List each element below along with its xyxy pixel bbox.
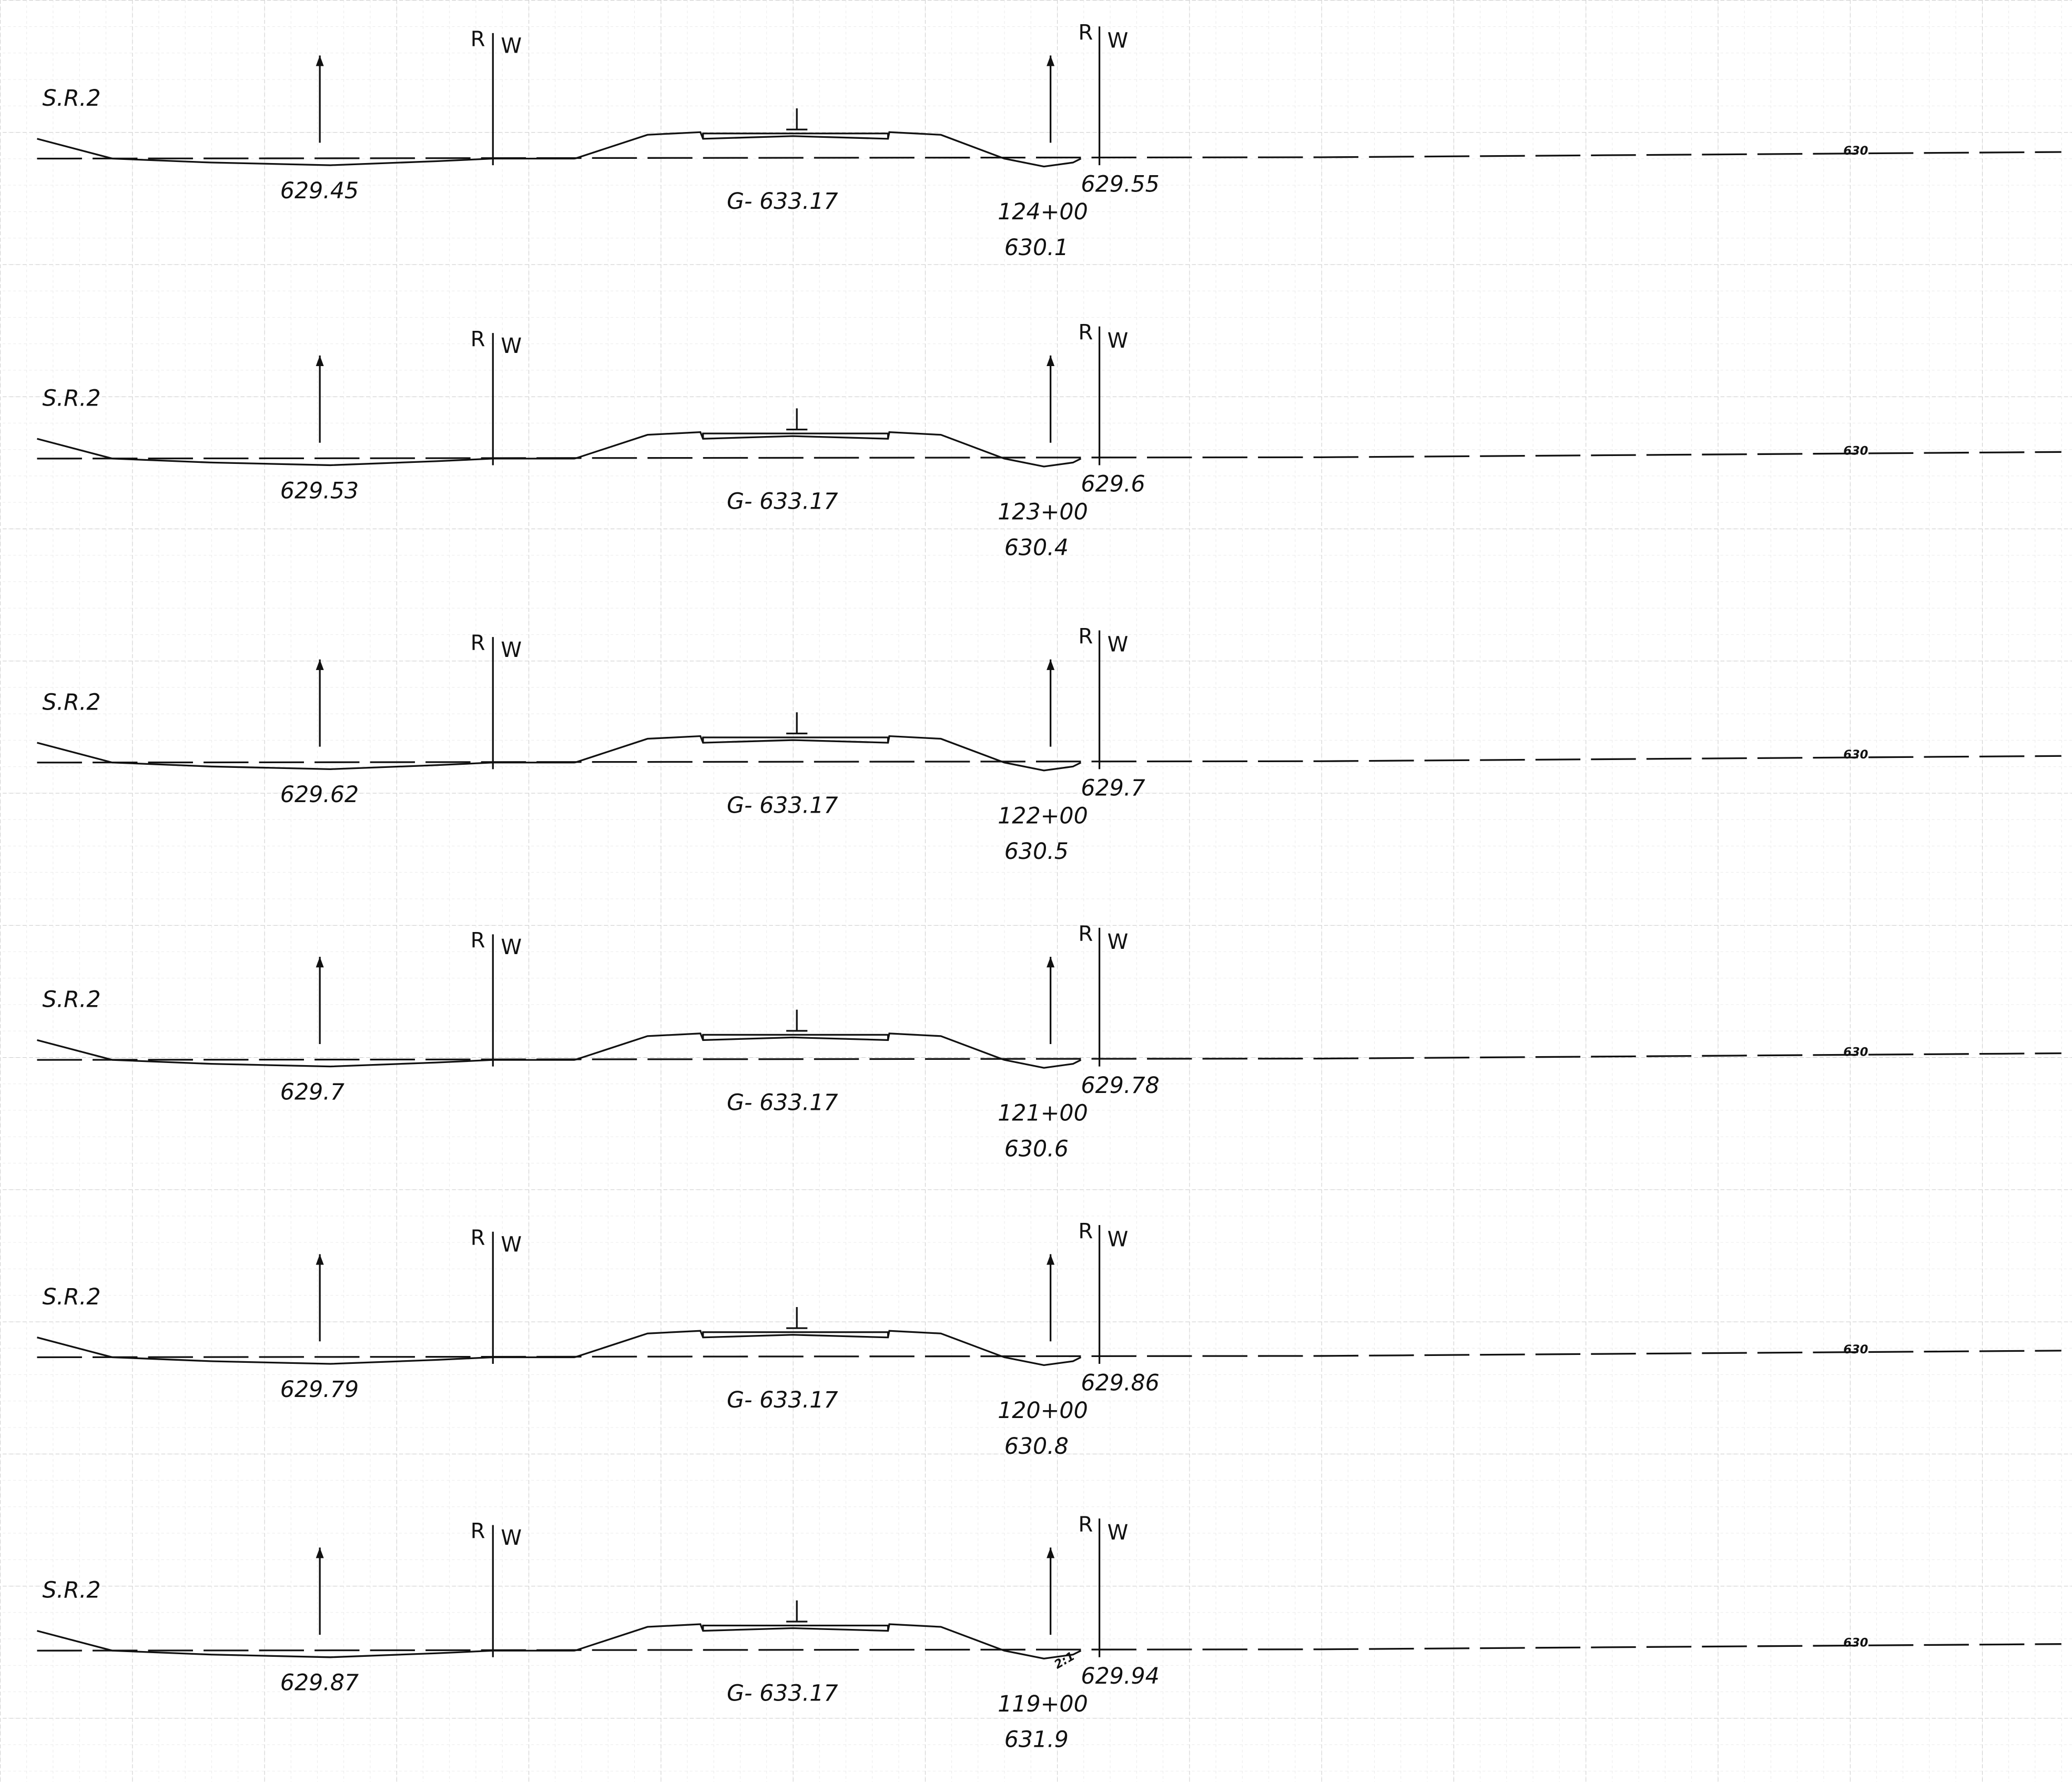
right-elevation: 629.6 xyxy=(1081,471,1145,498)
station: 122+00 xyxy=(998,803,1088,829)
datum-line xyxy=(37,1643,2061,1652)
station: 121+00 xyxy=(998,1100,1088,1127)
datum-line xyxy=(37,1052,2061,1061)
section-label: S.R.2 xyxy=(43,1284,101,1310)
datum-label: 630 xyxy=(1843,748,1868,762)
elevation: 630.6 xyxy=(1004,1136,1069,1162)
section-label: S.R.2 xyxy=(43,85,101,112)
elevation: 630.8 xyxy=(1004,1433,1069,1460)
arrow-head xyxy=(316,957,324,968)
rw-letter: W xyxy=(1108,329,1129,353)
rw-letter: R xyxy=(1078,321,1093,345)
rw-letter: R xyxy=(471,327,485,351)
station: 123+00 xyxy=(998,499,1088,525)
arrow-head xyxy=(1047,55,1055,66)
arrow-head xyxy=(316,1254,324,1265)
road-profile-lower xyxy=(702,1624,889,1631)
arrow-head xyxy=(316,1547,324,1558)
rw-letter: W xyxy=(501,334,522,358)
rw-letter: W xyxy=(1108,1521,1129,1545)
elevation: 631.9 xyxy=(1004,1727,1069,1753)
centerline-mark xyxy=(786,712,808,735)
grade: G- 633.17 xyxy=(727,1680,838,1707)
left-elevation: 629.53 xyxy=(280,478,359,504)
road-profile-lower xyxy=(702,1034,889,1040)
rw-letter: R xyxy=(1078,1513,1093,1537)
left-elevation: 629.79 xyxy=(280,1376,359,1403)
rw-letter: W xyxy=(1108,1227,1129,1251)
centerline-mark xyxy=(786,1307,808,1329)
datum-line xyxy=(37,755,2061,764)
datum-line xyxy=(37,151,2061,160)
elevation: 630.5 xyxy=(1004,838,1069,865)
datum-label: 630 xyxy=(1843,144,1868,158)
left-elevation: 629.7 xyxy=(280,1079,344,1105)
arrow-head xyxy=(1047,659,1055,670)
rw-letter: W xyxy=(501,1232,522,1257)
grade: G- 633.17 xyxy=(727,792,838,818)
grade: G- 633.17 xyxy=(727,488,838,514)
section-label: S.R.2 xyxy=(43,689,101,715)
rw-letter: R xyxy=(1078,922,1093,946)
right-elevation: 629.55 xyxy=(1081,171,1159,197)
section-label: S.R.2 xyxy=(43,1577,101,1604)
centerline-mark xyxy=(786,1009,808,1032)
rw-letter: R xyxy=(471,27,485,52)
road-profile-lower xyxy=(702,736,889,743)
grade: G- 633.17 xyxy=(727,188,838,215)
rw-letter: W xyxy=(501,935,522,959)
datum-label: 630 xyxy=(1843,1343,1868,1356)
right-elevation: 629.7 xyxy=(1081,775,1145,802)
rw-letter: R xyxy=(1078,625,1093,649)
grade: G- 633.17 xyxy=(727,1387,838,1413)
centerline-mark xyxy=(786,408,808,431)
elevation: 630.4 xyxy=(1004,534,1069,561)
left-elevation: 629.62 xyxy=(280,782,359,808)
grade: G- 633.17 xyxy=(727,1090,838,1116)
arrow-head xyxy=(316,659,324,670)
arrow-head xyxy=(1047,355,1055,366)
datum-line xyxy=(37,1350,2061,1359)
section-label: S.R.2 xyxy=(43,987,101,1013)
rw-letter: W xyxy=(501,34,522,58)
road-profile-lower xyxy=(702,133,889,139)
right-elevation: 629.94 xyxy=(1081,1663,1159,1689)
rw-letter: W xyxy=(501,1526,522,1550)
station: 119+00 xyxy=(998,1691,1088,1717)
arrow-head xyxy=(316,55,324,66)
rw-letter: R xyxy=(471,631,485,655)
right-elevation: 629.86 xyxy=(1081,1370,1159,1396)
rw-letter: W xyxy=(501,638,522,662)
station: 124+00 xyxy=(998,199,1088,225)
arrow-head xyxy=(316,355,324,366)
rw-letter: R xyxy=(471,929,485,953)
arrow-head xyxy=(1047,957,1055,968)
rw-letter: R xyxy=(471,1520,485,1544)
rw-letter: R xyxy=(1078,1219,1093,1243)
left-elevation: 629.87 xyxy=(280,1670,359,1696)
road-profile-lower xyxy=(702,1331,889,1338)
centerline-mark xyxy=(786,1600,808,1623)
arrow-head xyxy=(1047,1254,1055,1265)
datum-label: 630 xyxy=(1843,1636,1868,1650)
rw-letter: W xyxy=(1108,930,1129,954)
elevation: 630.1 xyxy=(1004,235,1069,261)
datum-label: 630 xyxy=(1843,444,1868,458)
arrow-head xyxy=(1047,1547,1055,1558)
station: 120+00 xyxy=(998,1398,1088,1424)
section-label: S.R.2 xyxy=(43,385,101,411)
centerline-mark xyxy=(786,108,808,130)
rw-letter: R xyxy=(1078,21,1093,45)
rw-letter: W xyxy=(1108,28,1129,53)
left-elevation: 629.45 xyxy=(280,178,359,204)
datum-line xyxy=(37,451,2061,460)
road-profile-lower xyxy=(702,432,889,439)
right-elevation: 629.78 xyxy=(1081,1072,1159,1099)
rw-letter: W xyxy=(1108,633,1129,657)
datum-label: 630 xyxy=(1843,1046,1868,1059)
rw-letter: R xyxy=(471,1226,485,1250)
